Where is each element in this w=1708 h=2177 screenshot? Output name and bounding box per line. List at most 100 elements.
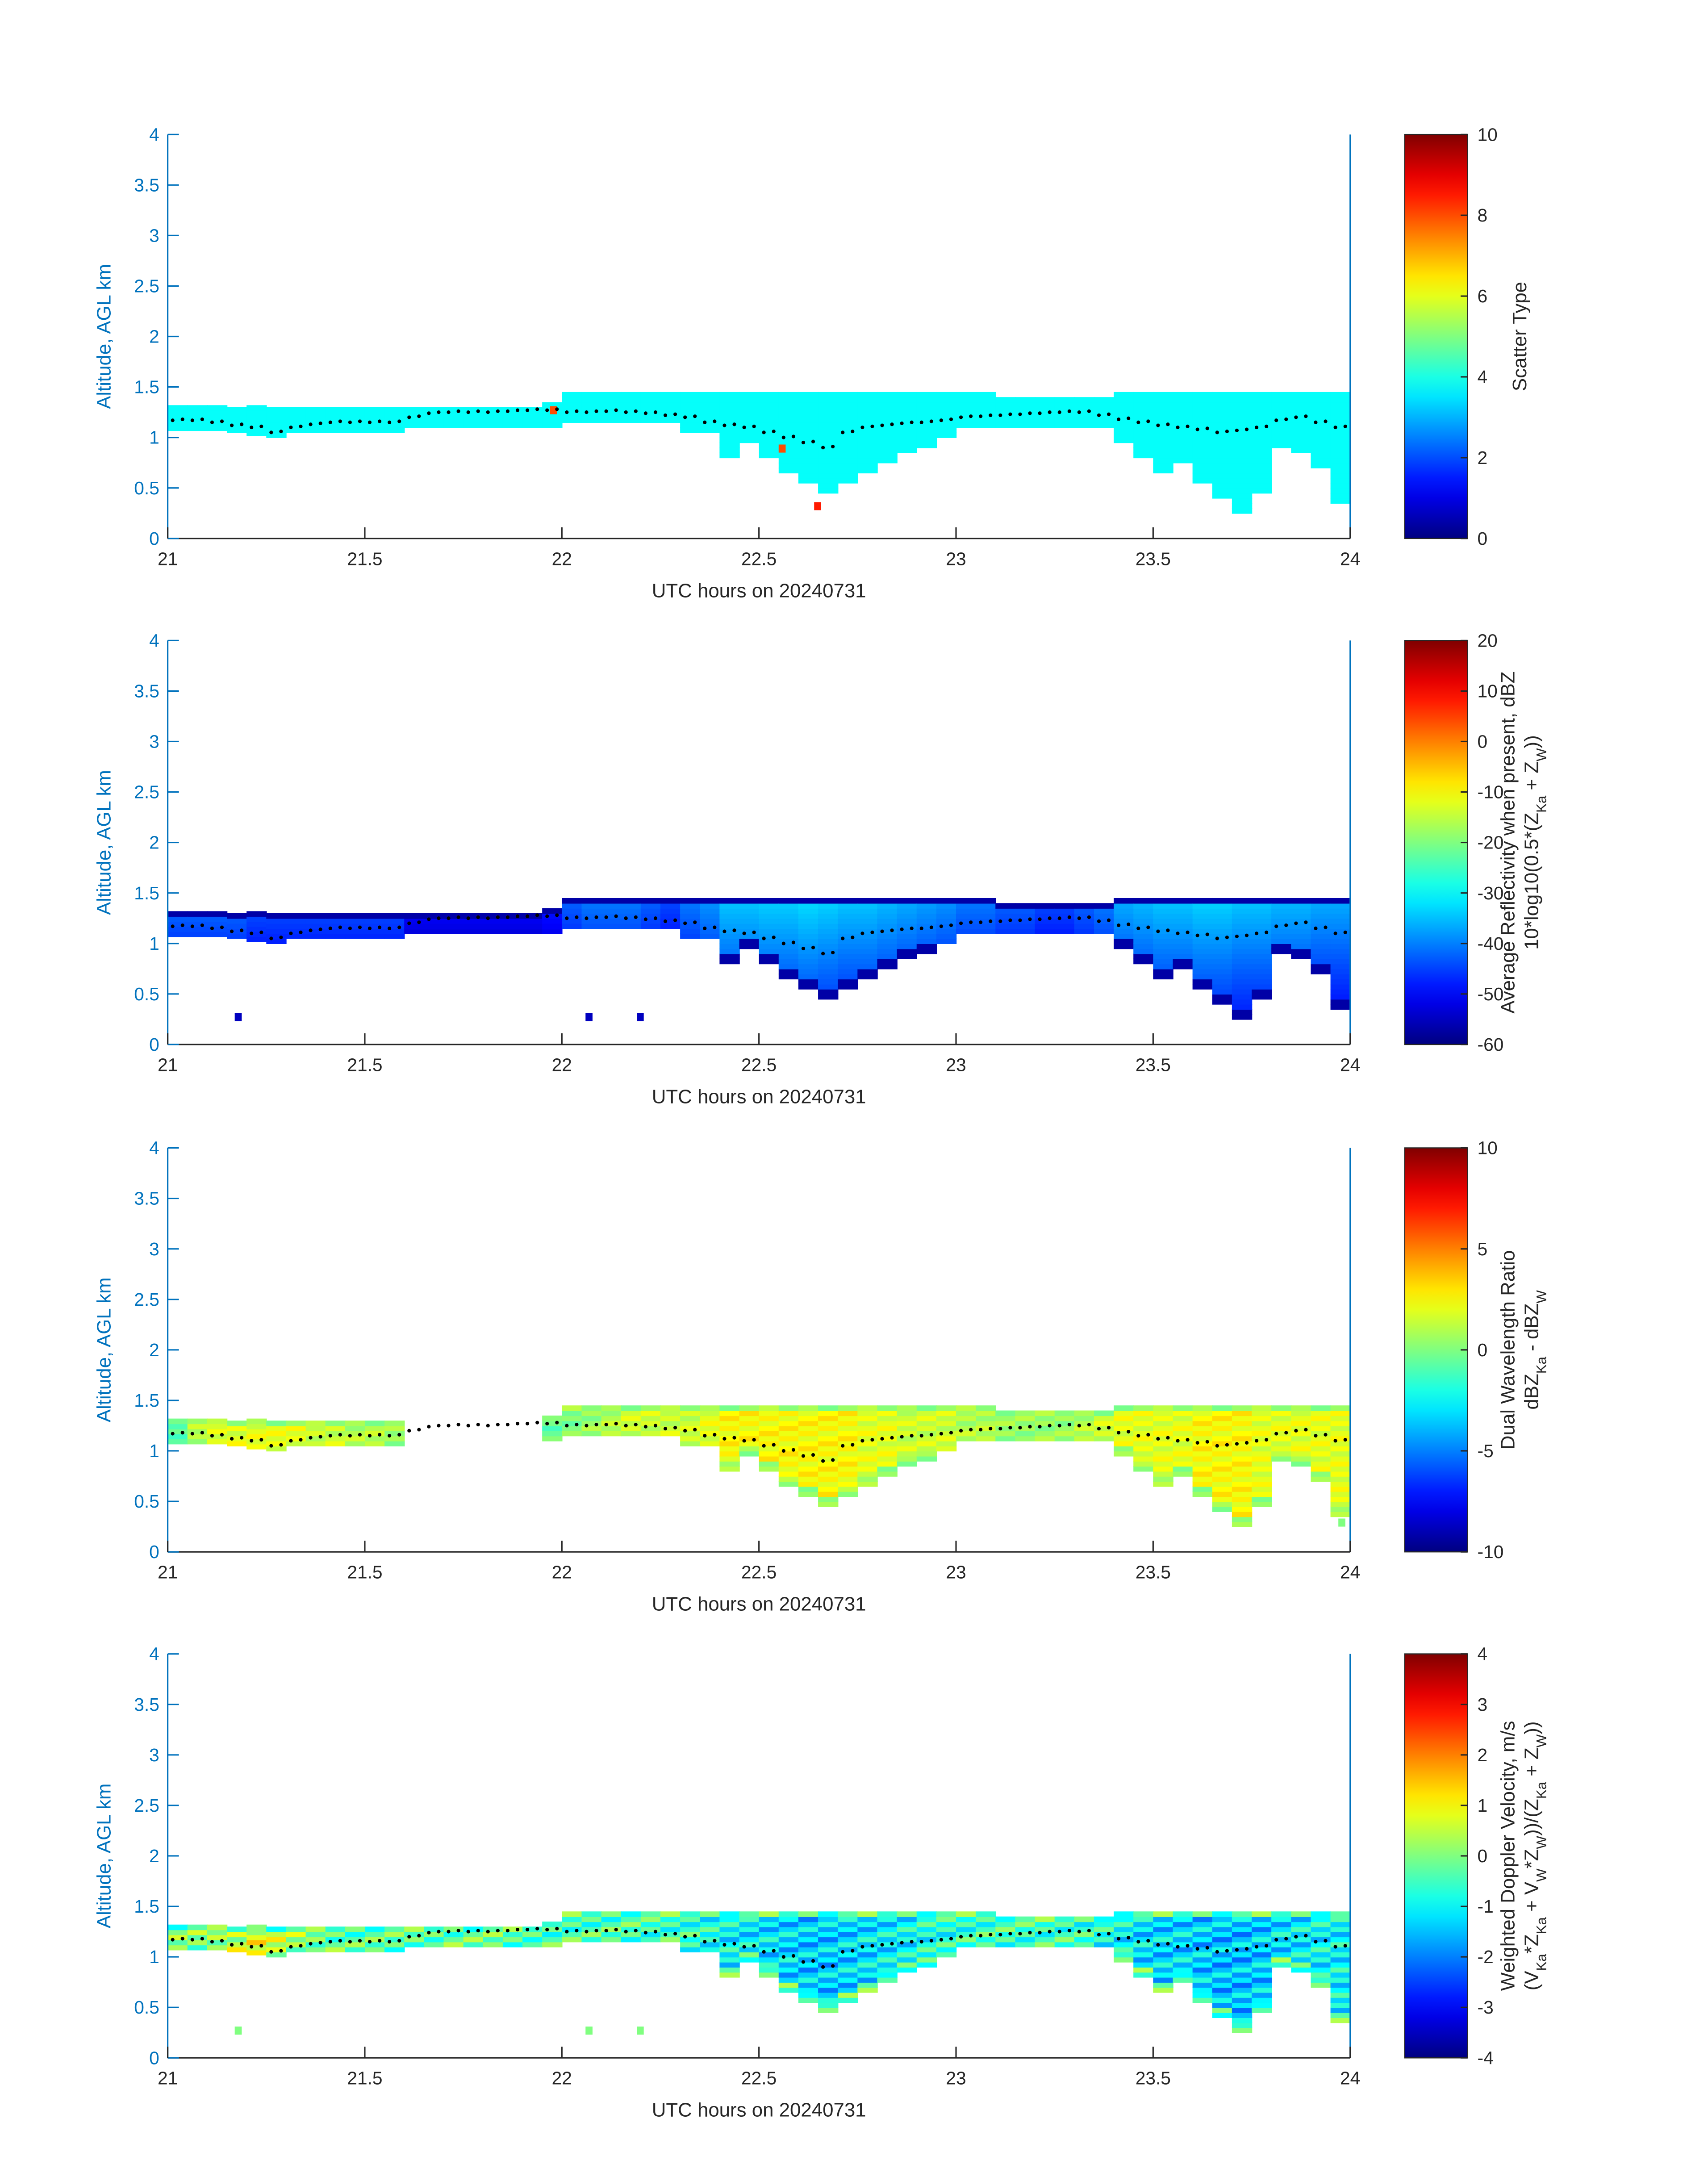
heatmap-cell — [1252, 1410, 1272, 1417]
y-tick-label: 3.5 — [134, 681, 159, 701]
heatmap-cell — [1311, 1931, 1331, 1938]
heatmap-cell — [1232, 989, 1253, 995]
heatmap-cell — [1153, 463, 1173, 468]
y-tick-label: 3 — [149, 1239, 159, 1259]
heatmap-cell — [1291, 1967, 1311, 1973]
heatmap-cell — [818, 1962, 839, 1968]
heatmap-cell — [640, 1410, 661, 1417]
heatmap-cell — [1311, 1430, 1331, 1437]
heatmap-cell — [1271, 437, 1292, 443]
heatmap-cell — [897, 1405, 917, 1411]
heatmap-cell — [1232, 1425, 1253, 1432]
cloud-base-dot — [545, 408, 549, 412]
heatmap-cell — [1232, 943, 1253, 949]
heatmap-cell — [167, 420, 188, 426]
heatmap-cell — [798, 923, 819, 929]
heatmap-cell — [897, 447, 917, 453]
heatmap-cell — [1232, 1004, 1253, 1010]
heatmap-cell — [1173, 1951, 1193, 1958]
heatmap-cell — [443, 1931, 464, 1938]
heatmap-cell — [1173, 1931, 1193, 1938]
heatmap-cell — [1291, 1931, 1311, 1938]
cloud-base-dot — [210, 420, 214, 424]
heatmap-cell — [1153, 1466, 1173, 1472]
heatmap-cell — [1311, 1415, 1331, 1421]
heatmap-cell — [916, 392, 937, 398]
heatmap-cell — [877, 442, 898, 448]
heatmap-cell — [818, 417, 839, 423]
heatmap-cell — [838, 397, 858, 403]
heatmap-cell — [857, 938, 878, 944]
colorbar-gradient — [1404, 640, 1468, 1045]
heatmap-cell — [1252, 1501, 1272, 1507]
cloud-base-dot — [240, 1942, 244, 1946]
cloud-base-dot — [328, 1940, 332, 1944]
heatmap-cell — [759, 402, 780, 408]
heatmap-cell — [798, 949, 819, 954]
heatmap-cell — [325, 1421, 346, 1426]
heatmap-cell — [995, 1425, 1016, 1432]
cloud-base-dot — [486, 1930, 490, 1934]
cloud-base-dot — [880, 1437, 884, 1441]
heatmap-cell — [1114, 412, 1134, 418]
heatmap-cell — [246, 1944, 267, 1951]
heatmap-cell — [1054, 913, 1075, 919]
cloud-base-dot — [1077, 410, 1081, 414]
cloud-base-dot — [388, 1433, 392, 1438]
heatmap-cell — [1330, 1947, 1351, 1953]
heatmap-cell — [384, 1430, 405, 1437]
heatmap-cell — [345, 1421, 366, 1426]
heatmap-cell — [838, 1962, 858, 1968]
heatmap-cell — [759, 1466, 780, 1472]
heatmap-cell — [1252, 1962, 1272, 1968]
heatmap-cell — [581, 392, 602, 398]
heatmap-cell — [778, 1931, 799, 1938]
heatmap-cell — [936, 1430, 957, 1437]
heatmap-cell — [1173, 1421, 1193, 1426]
heatmap-cell — [818, 1441, 839, 1446]
heatmap-cell — [1094, 908, 1115, 914]
heatmap-cell — [1153, 928, 1173, 934]
heatmap-cell — [266, 417, 287, 423]
heatmap-cell — [1054, 1921, 1075, 1927]
heatmap-cell — [916, 402, 937, 408]
heatmap-cell — [798, 928, 819, 934]
heatmap-cell — [700, 913, 720, 919]
heatmap-cell — [1311, 402, 1331, 408]
heatmap-cell — [838, 1481, 858, 1487]
heatmap-cell — [739, 1436, 760, 1442]
heatmap-cell — [1330, 913, 1351, 919]
heatmap-cell — [1330, 457, 1351, 464]
heatmap-cell — [581, 908, 602, 914]
heatmap-cell — [1252, 1461, 1272, 1467]
heatmap-cell — [798, 1415, 819, 1421]
heatmap-cell — [976, 407, 996, 413]
cloud-base-dot — [1057, 916, 1061, 920]
heatmap-cell — [1232, 1967, 1253, 1973]
heatmap-cell — [719, 913, 740, 919]
heatmap-cell — [1330, 1425, 1351, 1432]
heatmap-cell — [1153, 1982, 1173, 1988]
cloud-base-dot — [220, 1939, 224, 1943]
heatmap-cell — [778, 953, 799, 959]
heatmap-cell — [759, 427, 780, 433]
heatmap-cell — [1311, 1410, 1331, 1417]
heatmap-cell — [877, 447, 898, 453]
heatmap-cell — [601, 918, 622, 924]
colorbar-tick-label: 0 — [1478, 1846, 1488, 1866]
heatmap-cell — [502, 913, 523, 919]
heatmap-cell — [266, 1931, 287, 1938]
heatmap-cell — [778, 1921, 799, 1927]
heatmap-cell — [916, 938, 937, 944]
heatmap-cell — [1192, 933, 1213, 939]
cloud-base-dot — [1235, 428, 1239, 432]
heatmap-cell — [1015, 1942, 1036, 1947]
cloud-base-dot — [1294, 1935, 1298, 1939]
heatmap-cell — [798, 1486, 819, 1492]
heatmap-cell — [1015, 1931, 1036, 1938]
heatmap-cell — [877, 452, 898, 459]
heatmap-cell — [227, 1425, 247, 1432]
heatmap-cell — [1311, 447, 1331, 453]
heatmap-cell — [404, 412, 425, 418]
